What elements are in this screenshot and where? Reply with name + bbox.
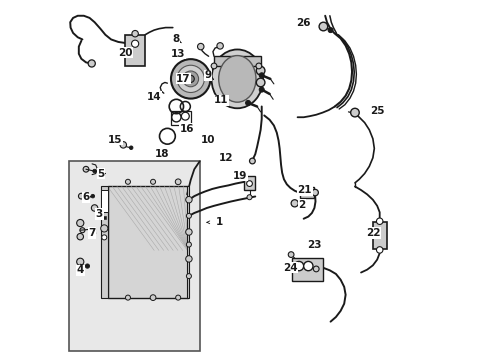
Circle shape bbox=[102, 235, 106, 240]
Circle shape bbox=[259, 73, 264, 78]
Circle shape bbox=[376, 218, 382, 225]
Bar bbox=[291, 258, 323, 282]
Circle shape bbox=[91, 205, 98, 211]
Circle shape bbox=[311, 189, 318, 196]
Text: 7: 7 bbox=[88, 228, 96, 238]
Circle shape bbox=[376, 247, 382, 253]
Circle shape bbox=[287, 252, 293, 257]
Circle shape bbox=[129, 146, 133, 149]
Circle shape bbox=[245, 100, 250, 105]
Bar bbox=[101, 186, 108, 298]
Circle shape bbox=[77, 258, 83, 265]
Text: 18: 18 bbox=[155, 149, 169, 159]
Text: 10: 10 bbox=[200, 135, 215, 145]
Circle shape bbox=[125, 179, 130, 184]
Ellipse shape bbox=[218, 55, 255, 102]
Circle shape bbox=[150, 179, 155, 184]
Circle shape bbox=[183, 71, 198, 87]
Bar bbox=[372, 222, 386, 249]
Circle shape bbox=[88, 60, 95, 67]
Circle shape bbox=[77, 220, 83, 226]
Circle shape bbox=[77, 233, 83, 240]
Circle shape bbox=[101, 225, 108, 232]
Circle shape bbox=[185, 256, 192, 262]
Circle shape bbox=[294, 261, 303, 271]
Text: 23: 23 bbox=[306, 240, 321, 250]
Text: 9: 9 bbox=[204, 70, 211, 80]
Circle shape bbox=[259, 87, 264, 92]
Text: 20: 20 bbox=[118, 48, 132, 58]
Circle shape bbox=[175, 295, 180, 300]
Circle shape bbox=[186, 242, 191, 247]
Circle shape bbox=[131, 40, 139, 47]
Circle shape bbox=[290, 200, 298, 207]
Text: 12: 12 bbox=[218, 153, 233, 163]
Bar bbox=[214, 56, 260, 66]
Circle shape bbox=[303, 261, 312, 271]
Ellipse shape bbox=[211, 49, 263, 108]
Text: 19: 19 bbox=[233, 171, 247, 181]
Circle shape bbox=[256, 78, 264, 87]
Circle shape bbox=[93, 169, 96, 173]
Circle shape bbox=[350, 108, 359, 117]
Circle shape bbox=[187, 75, 194, 82]
Circle shape bbox=[171, 59, 210, 99]
Circle shape bbox=[125, 295, 130, 300]
Circle shape bbox=[211, 63, 217, 69]
Circle shape bbox=[255, 63, 261, 69]
Bar bbox=[101, 190, 107, 212]
Text: 5: 5 bbox=[97, 168, 104, 179]
Text: 25: 25 bbox=[369, 106, 384, 116]
Text: 14: 14 bbox=[146, 92, 161, 102]
Bar bbox=[244, 176, 255, 190]
Circle shape bbox=[256, 66, 264, 75]
Circle shape bbox=[186, 274, 191, 279]
Circle shape bbox=[120, 141, 126, 148]
Bar bbox=[171, 111, 190, 126]
Bar bbox=[299, 187, 313, 198]
Circle shape bbox=[175, 179, 181, 185]
Bar bbox=[102, 216, 106, 219]
Circle shape bbox=[80, 228, 85, 233]
Text: 17: 17 bbox=[176, 74, 190, 84]
Circle shape bbox=[246, 195, 251, 200]
Circle shape bbox=[78, 193, 84, 199]
Text: 8: 8 bbox=[172, 35, 179, 44]
Text: 16: 16 bbox=[180, 124, 194, 134]
Text: 22: 22 bbox=[365, 228, 379, 238]
Text: 24: 24 bbox=[283, 263, 297, 273]
Circle shape bbox=[132, 31, 138, 37]
Text: 11: 11 bbox=[214, 95, 228, 105]
Circle shape bbox=[327, 28, 332, 33]
Bar bbox=[107, 186, 188, 298]
Circle shape bbox=[249, 158, 255, 164]
Circle shape bbox=[186, 213, 191, 219]
Circle shape bbox=[217, 42, 223, 49]
Text: 3: 3 bbox=[96, 209, 102, 219]
Bar bbox=[187, 186, 188, 298]
Circle shape bbox=[150, 295, 156, 301]
Text: 2: 2 bbox=[298, 200, 305, 210]
Circle shape bbox=[185, 197, 192, 203]
Bar bbox=[102, 209, 106, 212]
Circle shape bbox=[85, 264, 89, 268]
Bar bbox=[69, 161, 200, 351]
Bar bbox=[102, 191, 106, 205]
Circle shape bbox=[177, 65, 204, 93]
Circle shape bbox=[185, 229, 192, 235]
Circle shape bbox=[91, 194, 94, 198]
Circle shape bbox=[246, 181, 252, 186]
Text: 26: 26 bbox=[296, 18, 310, 28]
Text: 4: 4 bbox=[77, 265, 84, 275]
Circle shape bbox=[83, 166, 89, 172]
Text: 15: 15 bbox=[107, 135, 122, 145]
Circle shape bbox=[319, 22, 327, 31]
Text: 1: 1 bbox=[215, 217, 223, 227]
Text: 6: 6 bbox=[82, 192, 89, 202]
Circle shape bbox=[313, 266, 319, 272]
Text: 21: 21 bbox=[297, 185, 311, 195]
Circle shape bbox=[197, 43, 203, 50]
Text: 13: 13 bbox=[171, 49, 185, 59]
Bar bbox=[125, 35, 145, 66]
